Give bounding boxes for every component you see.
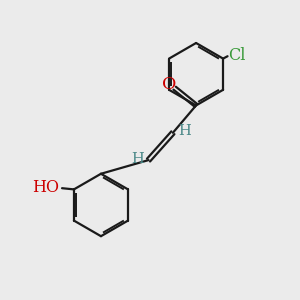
- Text: Cl: Cl: [228, 46, 246, 64]
- Text: H: H: [131, 152, 144, 166]
- Text: O: O: [162, 76, 176, 93]
- Text: H: H: [178, 124, 190, 138]
- Text: HO: HO: [32, 179, 59, 196]
